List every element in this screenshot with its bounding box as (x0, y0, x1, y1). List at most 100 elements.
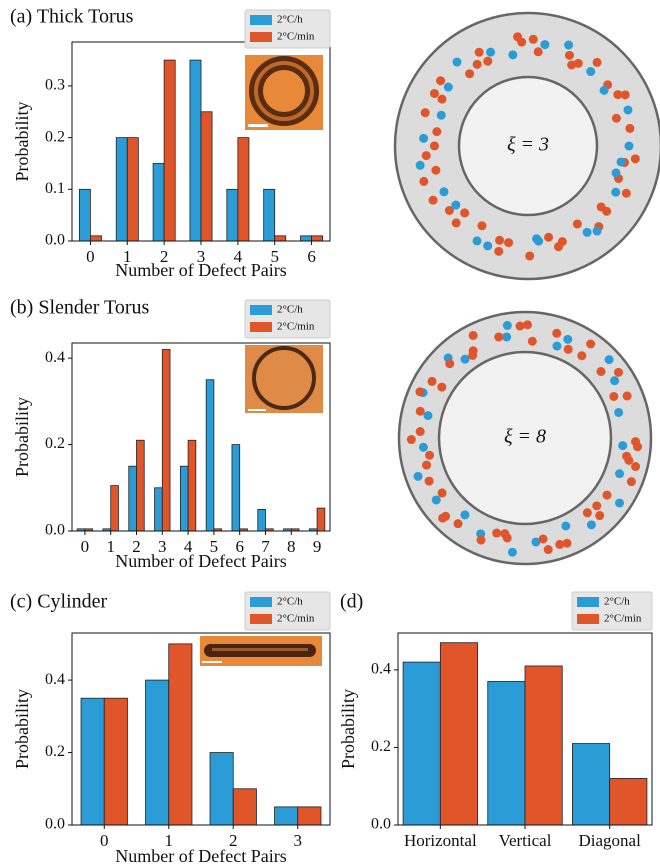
defect-dot (500, 529, 510, 539)
bar (232, 788, 257, 826)
defect-dot (468, 346, 478, 356)
axes-frame (397, 632, 653, 826)
defect-dot (419, 176, 429, 186)
bar (168, 643, 193, 826)
defect-dot (477, 221, 487, 231)
x-tick-label: 3 (294, 831, 303, 850)
y-tick-label: 0.0 (371, 816, 391, 833)
x-tick-label: 0 (81, 537, 90, 556)
legend-label: 2°C/h (604, 596, 630, 608)
inset-cylinder (200, 636, 322, 666)
legend: 2°C/h 2°C/min (244, 591, 331, 631)
defect-dot (561, 521, 571, 531)
defect-dot (445, 359, 455, 369)
y-tick-label: 0.4 (45, 671, 65, 688)
bar (609, 778, 648, 826)
defect-dot (586, 520, 596, 530)
legend-label: 2°C/h (277, 304, 303, 316)
defect-dot (428, 195, 438, 205)
bar (154, 487, 163, 532)
y-tick-label: 0.2 (45, 128, 65, 145)
axes-frame (71, 342, 331, 532)
legend-label: 2°C/min (277, 613, 315, 625)
defect-dot (465, 69, 475, 79)
legend-swatch (250, 597, 272, 607)
defect-dot (422, 460, 432, 470)
bar (163, 59, 176, 242)
x-tick-label: Vertical (499, 831, 552, 850)
y-axis-label: Probability (338, 689, 358, 769)
defect-dot (602, 206, 612, 216)
defect-dot (418, 442, 428, 452)
bar (274, 806, 299, 826)
defect-dot (420, 108, 430, 118)
defect-dot (507, 547, 517, 557)
legend: 2°C/h 2°C/min (244, 9, 331, 49)
bar (152, 163, 165, 242)
inset-ring-highlight (254, 61, 314, 121)
bar (126, 137, 139, 242)
defect-dot (472, 236, 482, 246)
defect-dot (544, 232, 554, 242)
defect-dot (582, 508, 592, 518)
defect-dot (424, 476, 434, 486)
defect-dot (611, 187, 621, 197)
defect-dot (592, 226, 602, 236)
defect-dot (444, 205, 454, 215)
bar (257, 508, 266, 532)
defect-dot (406, 435, 416, 445)
defect-dot (522, 320, 532, 330)
defect-dot (451, 200, 461, 210)
defect-dot (483, 56, 493, 66)
defect-dot (531, 537, 541, 547)
bar (80, 697, 105, 826)
defect-dot (527, 336, 537, 346)
defect-dot (611, 113, 621, 123)
inset-bg (245, 345, 323, 413)
defect-dot (564, 40, 574, 50)
x-tick-label: 7 (261, 537, 270, 556)
defect-dot (429, 141, 439, 151)
y-axis-label: Probability (12, 689, 32, 769)
defect-dot (602, 490, 612, 500)
defect-dot (609, 391, 619, 401)
y-axis-label: Probability (12, 102, 32, 182)
defect-dot (432, 127, 442, 137)
y-tick-label: 0.1 (45, 180, 65, 197)
defect-dot (616, 157, 626, 167)
defect-dot (515, 321, 525, 331)
x-tick-label: 5 (270, 247, 279, 266)
defect-dot (431, 165, 441, 175)
defect-dot (504, 238, 514, 248)
inset-thick-torus (245, 55, 323, 130)
x-tick-label: Diagonal (579, 831, 642, 850)
defect-dot (614, 407, 624, 417)
defect-dot (613, 90, 623, 100)
defect-dot (494, 246, 504, 256)
defect-dot (468, 330, 478, 340)
defect-dot (436, 110, 446, 120)
defect-dot (452, 57, 462, 67)
x-tick-label: 4 (184, 537, 193, 556)
defect-dot (533, 47, 543, 57)
defect-dot (543, 545, 553, 555)
y-tick-label: 0.2 (45, 435, 65, 452)
x-tick-label: 0 (100, 831, 109, 850)
panel-title: (c) Cylinder (10, 591, 108, 613)
defect-dot (486, 47, 496, 57)
defect-dot (631, 462, 641, 472)
bar (103, 697, 128, 826)
legend-swatch (577, 597, 599, 607)
defect-dot (555, 539, 565, 549)
legend-swatch (250, 305, 272, 315)
defect-dot (623, 105, 633, 115)
defect-dot (415, 160, 425, 170)
defect-dot (474, 47, 484, 57)
defect-dot (562, 538, 572, 548)
defect-dot (436, 76, 446, 86)
defect-dot (611, 168, 621, 178)
bar (110, 485, 119, 532)
defect-dot (437, 94, 447, 104)
defect-dot (460, 354, 470, 364)
